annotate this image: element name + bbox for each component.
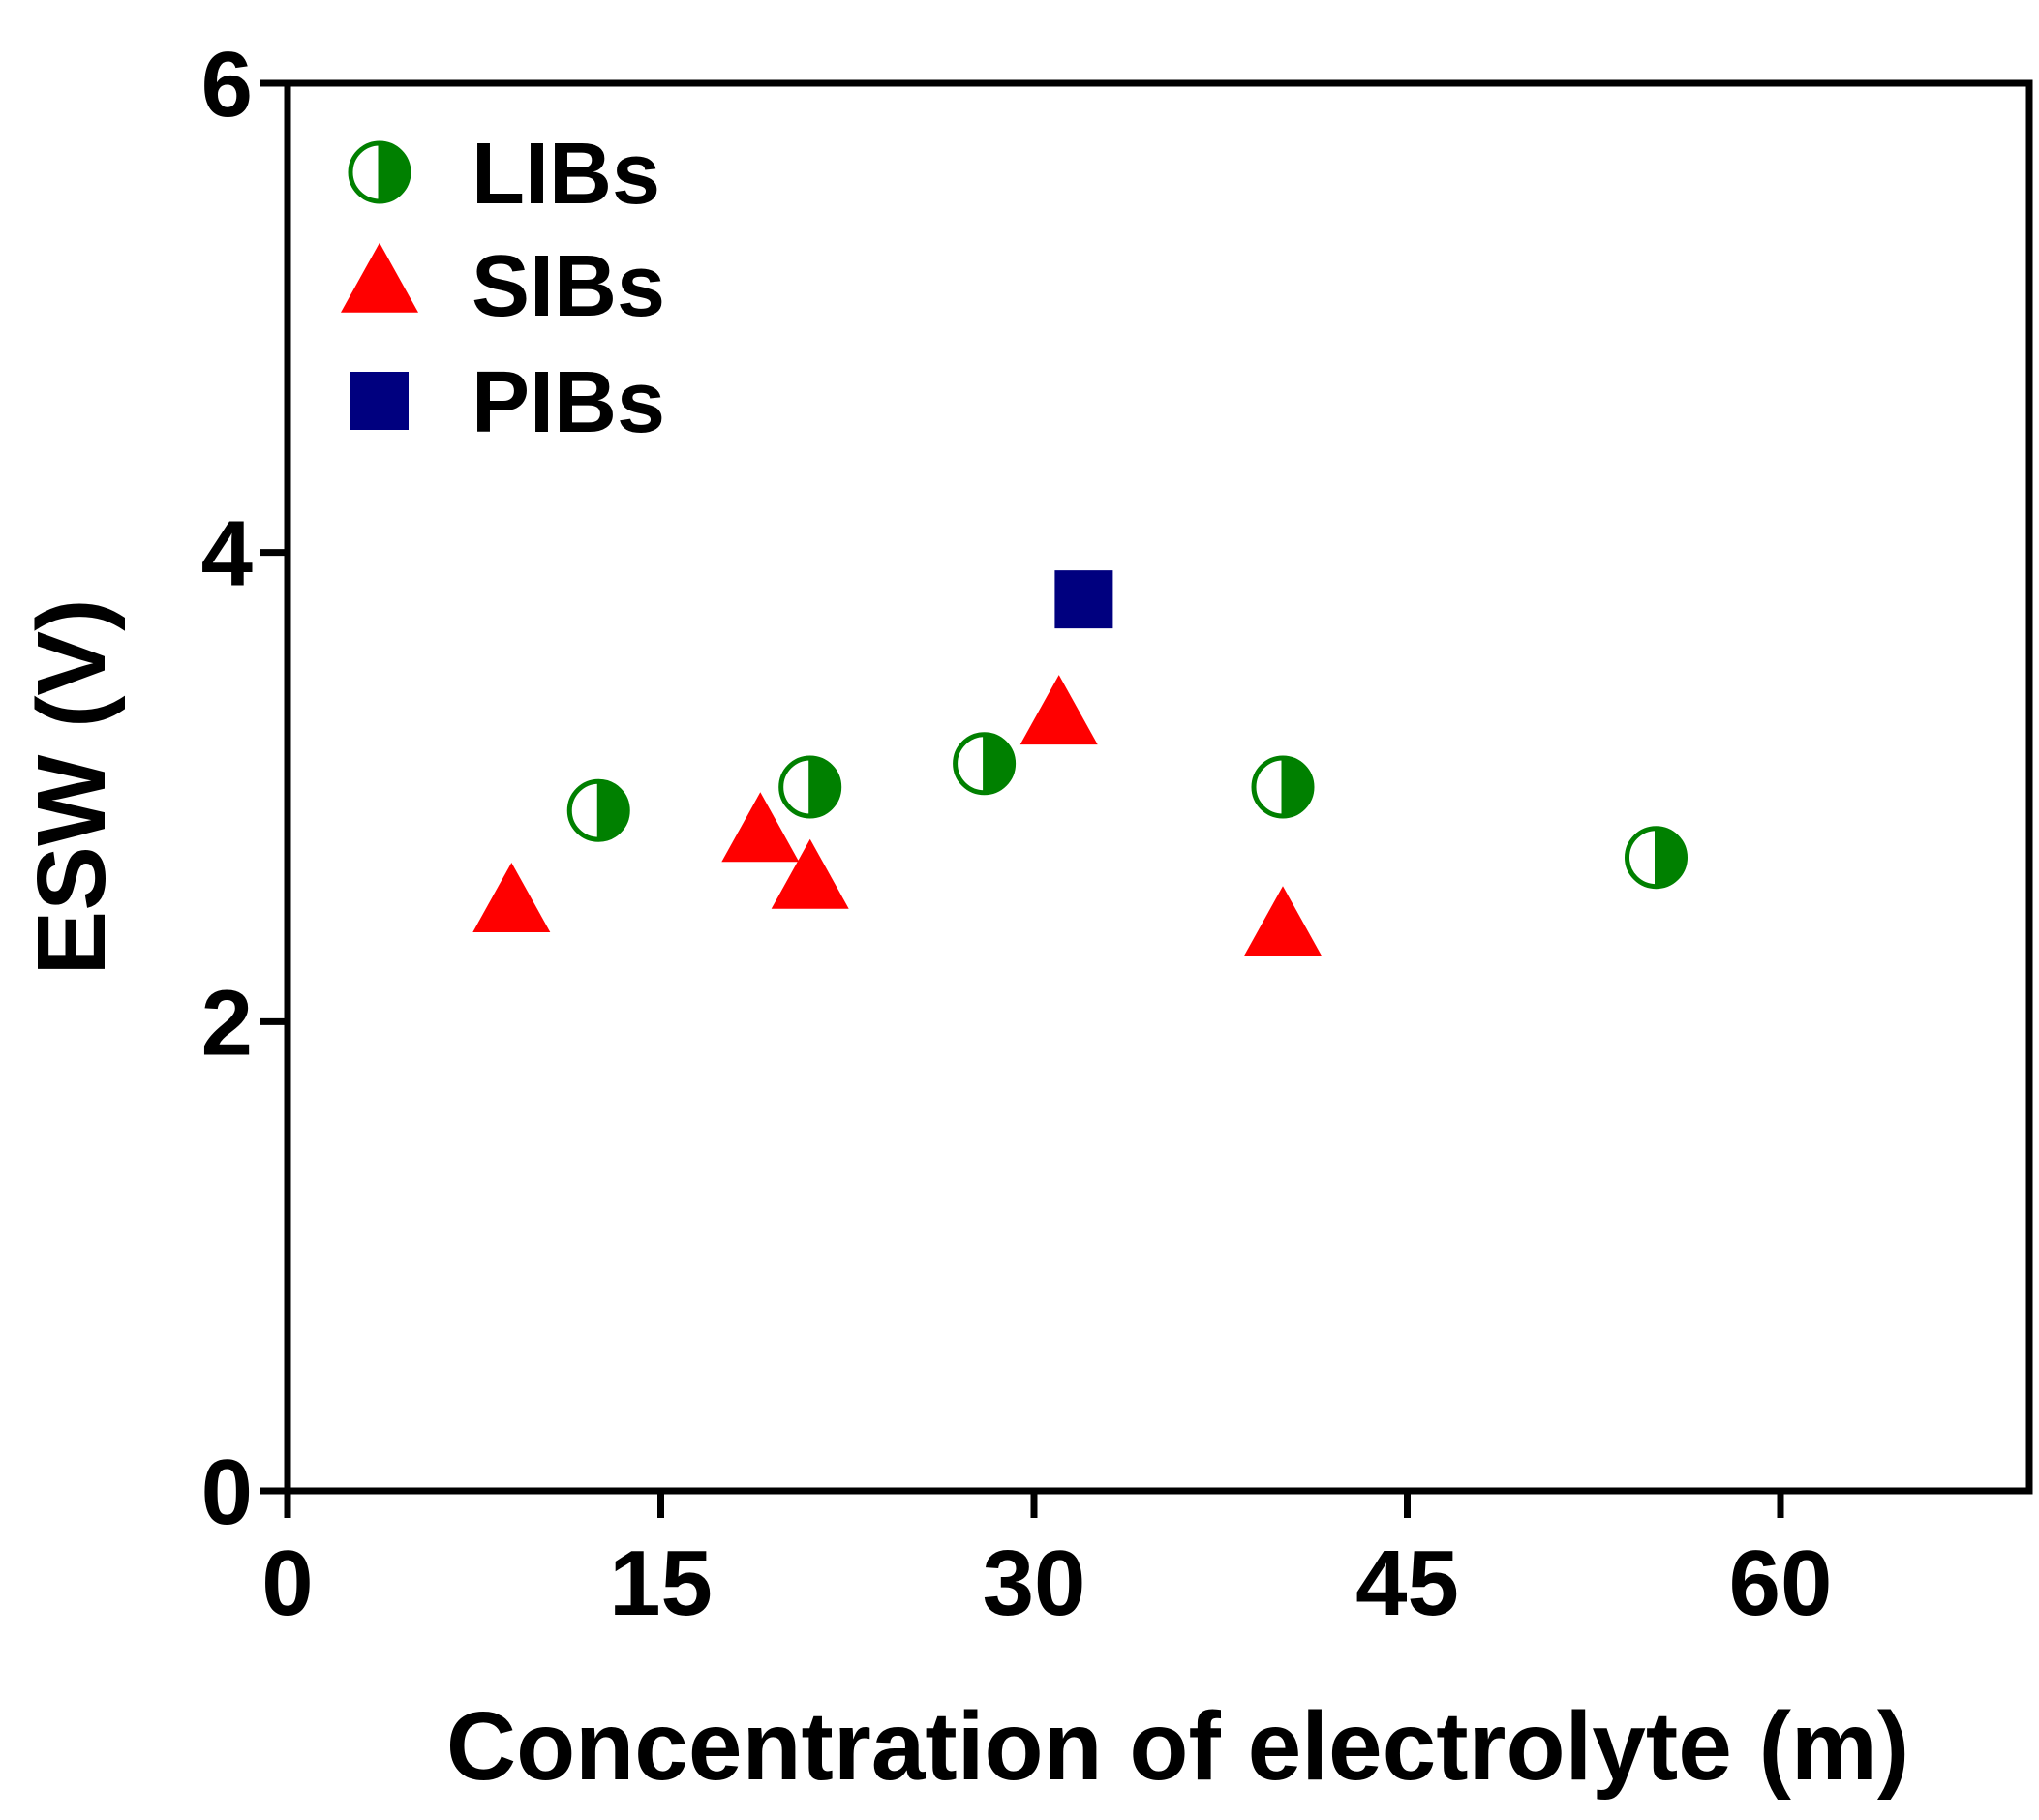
y-tick-label: 2 bbox=[201, 971, 253, 1075]
x-tick-label: 0 bbox=[261, 1532, 313, 1635]
plot-frame bbox=[284, 79, 2033, 1495]
legend-marker-sibs bbox=[341, 242, 418, 313]
x-tick-label: 30 bbox=[983, 1532, 1086, 1635]
x-axis-title: Concentration of electrolyte (m) bbox=[446, 1692, 1909, 1801]
pibs-point bbox=[1054, 570, 1113, 629]
axis-ticks: 0 15 30 45 60 0 2 4 6 bbox=[201, 33, 1833, 1635]
legend-label-libs: LIBs bbox=[472, 126, 660, 223]
legend-label-pibs: PIBs bbox=[472, 354, 665, 451]
x-tick-label: 60 bbox=[1729, 1532, 1833, 1635]
sibs-point bbox=[472, 862, 551, 932]
sibs-point bbox=[1244, 886, 1322, 956]
libs-point bbox=[778, 755, 842, 819]
sibs-point bbox=[1020, 675, 1098, 745]
libs-point bbox=[566, 778, 630, 842]
sibs-point bbox=[721, 792, 800, 863]
y-tick-label: 4 bbox=[201, 502, 253, 606]
y-tick-label: 0 bbox=[201, 1441, 253, 1544]
x-tick-label: 15 bbox=[609, 1532, 713, 1635]
legend-marker-libs bbox=[348, 140, 411, 204]
y-axis-title: ESW (V) bbox=[17, 599, 126, 976]
legend: LIBs SIBs PIBs bbox=[341, 126, 665, 451]
y-tick-label: 6 bbox=[201, 33, 253, 136]
legend-label-sibs: SIBs bbox=[472, 238, 665, 335]
data-points bbox=[472, 570, 1688, 956]
x-tick-label: 45 bbox=[1355, 1532, 1459, 1635]
libs-point bbox=[1251, 755, 1315, 819]
legend-marker-pibs bbox=[350, 372, 409, 430]
sibs-point bbox=[771, 838, 849, 909]
libs-point bbox=[1625, 826, 1688, 890]
libs-point bbox=[953, 732, 1017, 796]
